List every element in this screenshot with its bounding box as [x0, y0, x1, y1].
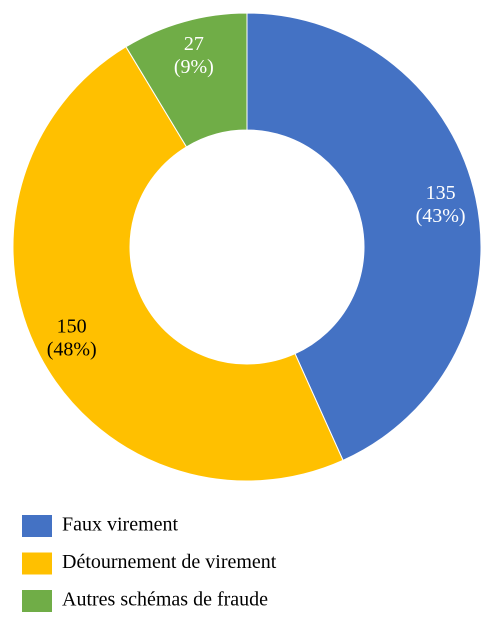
value-label: 150 [57, 316, 87, 338]
donut-slice [12, 46, 344, 482]
value-label: 135 [426, 182, 456, 204]
donut-slice [125, 12, 248, 148]
donut-slice [246, 12, 482, 462]
value-label: 27 [184, 33, 204, 55]
legend-label: Faux virement [62, 514, 179, 536]
legend-label: Autres schémas de fraude [62, 589, 268, 611]
percent-label: (48%) [47, 339, 97, 361]
legend-swatch [22, 552, 52, 575]
percent-label: (43%) [416, 205, 466, 227]
percent-label: (9%) [174, 56, 214, 78]
legend-swatch [22, 515, 52, 537]
legend-swatch [22, 590, 52, 612]
legend-label: Détournement de virement [62, 551, 277, 573]
